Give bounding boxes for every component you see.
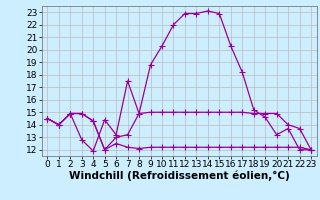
- X-axis label: Windchill (Refroidissement éolien,°C): Windchill (Refroidissement éolien,°C): [69, 171, 290, 181]
